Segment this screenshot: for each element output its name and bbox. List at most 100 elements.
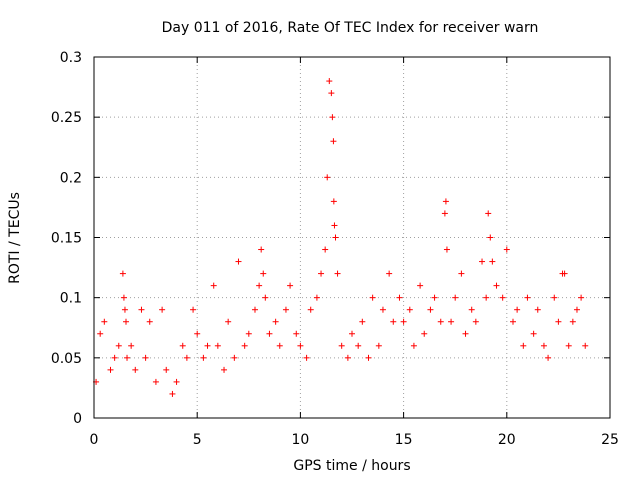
x-tick-label: 25 [601, 432, 619, 448]
data-point [221, 366, 228, 373]
data-point [329, 114, 336, 121]
data-point [231, 354, 238, 361]
y-tick-label: 0.3 [60, 50, 82, 66]
data-point [121, 306, 128, 313]
data-point [115, 342, 122, 349]
data-point [146, 318, 153, 325]
y-axis-label: ROTI / TECUs [7, 192, 23, 284]
data-point [344, 354, 351, 361]
data-point [534, 306, 541, 313]
data-point [437, 318, 444, 325]
data-point [256, 282, 263, 289]
data-point [483, 294, 490, 301]
data-point [159, 306, 166, 313]
data-point [386, 270, 393, 277]
data-point [551, 294, 558, 301]
data-point [331, 222, 338, 229]
data-point [287, 282, 294, 289]
data-point [400, 318, 407, 325]
data-point [251, 306, 258, 313]
data-point [458, 270, 465, 277]
data-point [468, 306, 475, 313]
data-point [452, 294, 459, 301]
grid [94, 57, 610, 418]
data-point [124, 354, 131, 361]
data-point [493, 282, 500, 289]
data-point [138, 306, 145, 313]
data-point [355, 342, 362, 349]
data-point [293, 330, 300, 337]
data-point [173, 378, 180, 385]
data-point [448, 318, 455, 325]
y-tick-label: 0.15 [51, 231, 82, 247]
data-point [326, 78, 333, 85]
data-point [120, 294, 127, 301]
data-point [272, 318, 279, 325]
data-point [119, 270, 126, 277]
data-point [396, 294, 403, 301]
data-point [530, 330, 537, 337]
data-point [107, 366, 114, 373]
data-point [499, 294, 506, 301]
data-point [569, 318, 576, 325]
data-point [210, 282, 217, 289]
data-point [410, 342, 417, 349]
data-point [163, 366, 170, 373]
data-point [561, 270, 568, 277]
data-point [379, 306, 386, 313]
x-tick-label: 10 [291, 432, 309, 448]
data-point [375, 342, 382, 349]
ticks [93, 56, 611, 419]
data-point [565, 342, 572, 349]
data-point [307, 306, 314, 313]
data-point [441, 210, 448, 217]
data-point [152, 378, 159, 385]
data-point [111, 354, 118, 361]
data-point [324, 174, 331, 181]
data-point [503, 246, 510, 253]
data-point [330, 138, 337, 145]
data-point [318, 270, 325, 277]
data-point [200, 354, 207, 361]
data-point [179, 342, 186, 349]
y-tick-label: 0.1 [60, 291, 82, 307]
data-point [132, 366, 139, 373]
data-point [332, 234, 339, 241]
data-point [101, 318, 108, 325]
data-point [122, 318, 129, 325]
x-axis-label: GPS time / hours [293, 458, 410, 474]
data-point [204, 342, 211, 349]
data-point [406, 306, 413, 313]
data-point [245, 330, 252, 337]
data-point [190, 306, 197, 313]
data-point [421, 330, 428, 337]
data-point [328, 90, 335, 97]
data-point [303, 354, 310, 361]
data-point [582, 342, 589, 349]
data-point [276, 342, 283, 349]
data-point [462, 330, 469, 337]
data-point [485, 210, 492, 217]
data-point [573, 306, 580, 313]
data-point [322, 246, 329, 253]
data-point [313, 294, 320, 301]
data-point [514, 306, 521, 313]
data-point [97, 330, 104, 337]
y-tick-labels: 0 0.05 0.1 0.15 0.2 0.25 0.3 [51, 50, 82, 427]
x-tick-label: 20 [498, 432, 516, 448]
plot-frame [93, 56, 611, 419]
data-point [365, 354, 372, 361]
data-point [427, 306, 434, 313]
data-point [266, 330, 273, 337]
data-point [128, 342, 135, 349]
data-point [214, 342, 221, 349]
data-point [258, 246, 265, 253]
data-point [555, 318, 562, 325]
data-point [479, 258, 486, 265]
data-point [417, 282, 424, 289]
data-point [282, 306, 289, 313]
data-point [260, 270, 267, 277]
data-point [262, 294, 269, 301]
x-tick-label: 0 [90, 432, 99, 448]
chart-title: Day 011 of 2016, Rate Of TEC Index for r… [162, 20, 539, 36]
